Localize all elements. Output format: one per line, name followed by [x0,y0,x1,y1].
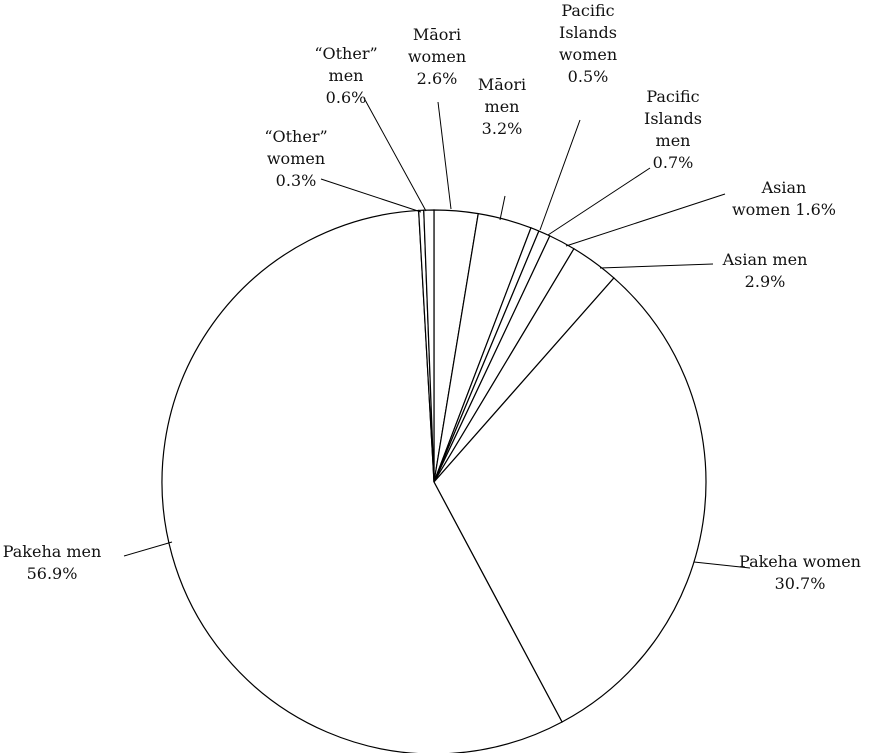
slice-label-line: 30.7% [775,574,826,593]
slice-label-line: women [559,45,617,64]
slice-label-line: 56.9% [27,564,78,583]
slice-label-line: men [485,97,520,116]
leader-line [539,119,581,231]
slice-label-line: Pakeha men [3,542,102,561]
slice-label: Pacific Islands women 0.5% [559,1,617,86]
leader-lines [123,97,751,569]
leader-line [693,561,751,569]
pie-slices [161,209,707,753]
pie-slice [433,277,707,723]
pie-slice [423,209,435,483]
slice-label-line: Islands [559,23,617,42]
leader-line [599,263,714,269]
leader-line [437,101,452,210]
slice-label: Pakeha women 30.7% [739,552,861,593]
slice-label: Pacific Islands men 0.7% [644,87,702,172]
slice-label-line: Māori [478,75,526,94]
leader-line [565,193,726,247]
slice-label: Māori men 3.2% [478,75,526,138]
slice-label-line: women [267,149,325,168]
slice-label-line: Islands [644,109,702,128]
slice-labels: Māori women 2.6% Māori men 3.2% Pacific Islands… [3,1,861,593]
leader-line [320,178,422,213]
slice-label: “Other” men 0.6% [314,44,377,107]
slice-label-line: men [329,66,364,85]
slice-label-line: Pacific [646,87,699,106]
slice-label-line: 3.2% [482,119,523,138]
pie-slice [161,209,563,753]
slice-label-line: 0.5% [568,67,609,86]
slice-label: Māori women 2.6% [408,25,466,88]
slice-label-line: Asian [761,178,807,197]
slice-label-line: 2.6% [417,69,458,88]
leader-line [499,195,506,221]
slice-label-line: Pacific [561,1,614,20]
slice-label-line: men [656,131,691,150]
slice-label-line: 2.9% [745,272,786,291]
slice-label-line: 0.7% [653,153,694,172]
leader-line [547,167,651,236]
slice-label-line: “Other” [264,127,327,146]
slice-label-line: Māori [413,25,461,44]
slice-label-line: 0.6% [326,88,367,107]
slice-label-line: 0.3% [276,171,317,190]
leader-line [123,541,173,557]
slice-label: “Other” women 0.3% [264,127,327,190]
slice-label: Asian women 1.6% [732,178,836,219]
leader-line [363,97,427,212]
slice-label-line: women [408,47,466,66]
slice-label-line: “Other” [314,44,377,63]
slice-label: Asian men 2.9% [722,250,808,291]
slice-label-line: Asian men [722,250,808,269]
slice-label-line: women 1.6% [732,200,836,219]
slice-label: Pakeha men 56.9% [3,542,102,583]
slice-label-line: Pakeha women [739,552,861,571]
